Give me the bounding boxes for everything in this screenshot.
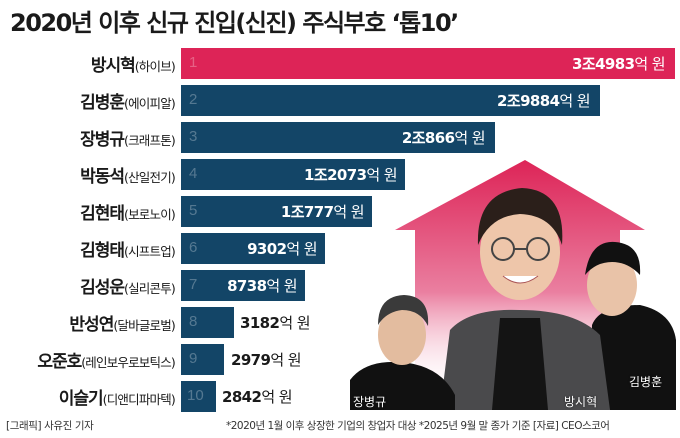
chart-row: 이슬기(디앤디파마텍) 10 2842억 원 <box>0 381 680 412</box>
rank-number: 7 <box>189 276 198 293</box>
rank-number: 4 <box>189 165 198 182</box>
chart-row: 박동석(산일전기) 4 1조2073억 원 <box>0 159 680 190</box>
portrait-jang-byunggyu <box>350 295 455 410</box>
value-label: 2979억 원 <box>231 351 302 369</box>
graphic-credit: [그래픽] 사유진 기자 <box>6 420 94 432</box>
row-label: 반성연(달바글로벌) <box>69 315 175 335</box>
bar: 5 1조777억 원 <box>181 196 372 227</box>
row-label: 박동석(산일전기) <box>80 167 176 187</box>
chart-row: 오준호(레인보우로보틱스) 9 2979억 원 <box>0 344 680 375</box>
value-label: 8738억 원 <box>227 277 298 295</box>
value-label: 9302억 원 <box>247 240 318 258</box>
rank-number: 10 <box>187 387 204 404</box>
chart-row: 장병규(크래프톤) 3 2조866억 원 <box>0 122 680 153</box>
row-label: 김병훈(에이피알) <box>80 93 176 113</box>
bar: 10 <box>181 381 216 412</box>
chart-title: 2020년 이후 신규 진입(신진) 주식부호 ‘톱10’ <box>10 9 459 37</box>
row-label: 방시혁(하이브) <box>90 56 176 76</box>
row-label: 이슬기(디앤디파마텍) <box>58 389 176 409</box>
value-label: 1조777억 원 <box>280 203 365 221</box>
rank-number: 1 <box>189 54 198 71</box>
rank-number: 8 <box>189 313 198 330</box>
portrait-kim-byunghun <box>585 241 676 410</box>
row-label: 김형태(시프트업) <box>80 241 176 261</box>
chart-row: 김병훈(에이피알) 2 2조9884억 원 <box>0 85 680 116</box>
row-label: 김현태(보로노이) <box>80 204 176 224</box>
photo-label-left: 장병규 <box>353 395 387 409</box>
row-label: 장병규(크래프톤) <box>80 130 176 150</box>
rank-number: 9 <box>189 350 198 367</box>
value-label: 2조9884억 원 <box>497 92 591 110</box>
rank-number: 2 <box>189 91 198 108</box>
value-label: 1조2073억 원 <box>304 166 398 184</box>
rank-number: 5 <box>189 202 198 219</box>
bar: 8 <box>181 307 234 338</box>
bar: 7 8738억 원 <box>181 270 305 301</box>
bar: 6 9302억 원 <box>181 233 325 264</box>
photo-label-right: 김병훈 <box>629 375 663 389</box>
chart-row: 반성연(달바글로벌) 8 3182억 원 <box>0 307 680 338</box>
photo-label-center: 방시혁 <box>564 395 598 409</box>
bar: 2 2조9884억 원 <box>181 85 600 116</box>
chart-row: 김성운(실리콘투) 7 8738억 원 <box>0 270 680 301</box>
value-label: 2842억 원 <box>222 388 293 406</box>
value-label: 3조4983억 원 <box>572 55 666 73</box>
chart-row: 김현태(보로노이) 5 1조777억 원 <box>0 196 680 227</box>
bar: 3 2조866억 원 <box>181 122 495 153</box>
row-label: 오준호(레인보우로보틱스) <box>37 352 175 372</box>
portrait-bang-sihyuk <box>440 188 610 410</box>
rank-number: 3 <box>189 128 198 145</box>
value-label: 2조866억 원 <box>401 129 486 147</box>
row-label: 김성운(실리콘투) <box>80 278 176 298</box>
source-notes: *2020년 1월 이후 상장한 기업의 창업자 대상 *2025년 9월 말 … <box>226 420 610 432</box>
bar: 4 1조2073억 원 <box>181 159 405 190</box>
bar: 9 <box>181 344 224 375</box>
rank-number: 6 <box>189 239 198 256</box>
chart-row: 방시혁(하이브) 1 3조4983억 원 <box>0 48 680 79</box>
hero-illustration <box>350 160 676 410</box>
chart-row: 김형태(시프트업) 6 9302억 원 <box>0 233 680 264</box>
bar: 1 3조4983억 원 <box>181 48 675 79</box>
value-label: 3182억 원 <box>240 314 311 332</box>
